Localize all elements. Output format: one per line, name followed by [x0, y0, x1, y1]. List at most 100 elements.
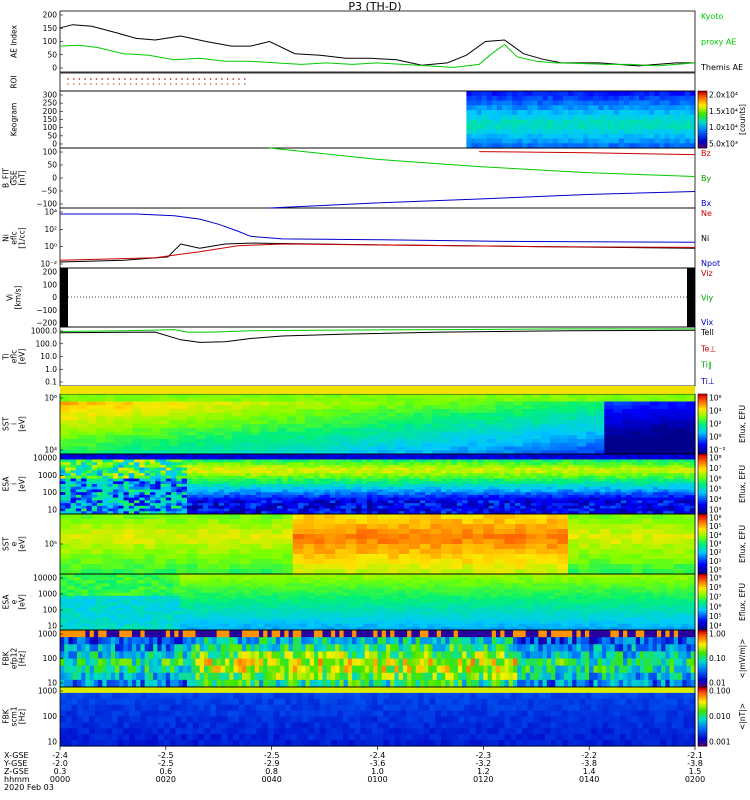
sst_i-cell	[613, 442, 624, 448]
esa_i-cell	[102, 456, 109, 461]
sst_i-cell	[622, 435, 633, 440]
esa_i-cell	[467, 467, 474, 471]
esa_i-cell	[414, 494, 421, 499]
esa_i-cell	[467, 494, 474, 499]
esa_i-cell	[266, 467, 273, 471]
esa_i-cell	[673, 456, 680, 461]
esa_e-cell	[222, 608, 230, 612]
esa_i-cell	[636, 459, 643, 463]
esa_i-cell	[610, 464, 617, 469]
esa_i-cell	[684, 481, 691, 485]
sst_e-cell	[102, 569, 114, 575]
sst_e-cell	[493, 514, 506, 520]
sst_i-cell	[304, 405, 315, 410]
esa_i-cell	[91, 503, 98, 507]
esa_i-cell	[134, 470, 140, 474]
sst_i-cell	[350, 442, 360, 448]
sst_e-cell	[483, 569, 495, 575]
esa_i-cell	[181, 508, 188, 512]
esa_i-cell	[679, 454, 686, 458]
esa_i-cell	[605, 473, 611, 477]
esa_i-cell	[610, 462, 617, 466]
esa_i-cell	[594, 505, 601, 510]
esa_i-cell	[329, 511, 336, 515]
esa_i-cell	[583, 470, 590, 474]
esa_i-cell	[552, 486, 559, 491]
esa_i-cell	[615, 508, 622, 512]
sst_e-cell	[356, 549, 368, 555]
sst_i-cell	[622, 450, 633, 455]
esa_i-cell	[451, 467, 458, 471]
esa_i-cell	[562, 500, 569, 504]
sst_e-cell	[197, 519, 209, 525]
sst_i-cell	[404, 439, 415, 444]
esa_i-cell	[668, 470, 675, 474]
esa_i-cell	[557, 505, 564, 510]
sst_i-cell	[613, 450, 624, 455]
esa_i-cell	[478, 467, 484, 471]
sst_e-cell	[282, 534, 294, 540]
esa_i-cell	[287, 462, 294, 466]
esa_i-cell	[181, 486, 188, 491]
esa_i-cell	[541, 481, 548, 485]
esa_i-cell	[594, 470, 601, 474]
sst_i-cell	[685, 405, 696, 410]
esa_i-cell	[118, 511, 125, 515]
sst_i-cell	[568, 412, 578, 418]
esa_i-cell	[366, 467, 373, 471]
esa_i-cell	[642, 503, 648, 507]
sst_i-cell	[531, 450, 542, 455]
esa_i-cell	[377, 500, 384, 504]
esa_i-cell	[303, 503, 310, 507]
esa_i-cell	[134, 492, 140, 496]
esa_i-cell	[573, 500, 580, 504]
esa_i-cell	[546, 503, 553, 507]
esa_e-cell	[222, 598, 230, 603]
esa_i-cell	[171, 484, 178, 488]
esa_i-cell	[314, 511, 320, 515]
esa_e-cell	[229, 592, 237, 597]
esa_i-cell	[329, 505, 336, 510]
esa_i-cell	[303, 481, 310, 485]
sst_i-cell	[477, 439, 487, 444]
esa_i-cell	[134, 462, 140, 466]
esa_i-cell	[610, 494, 617, 499]
esa_e-cell	[60, 623, 68, 628]
esa_i-cell	[435, 481, 442, 485]
sst_e-cell	[652, 564, 664, 570]
esa_i-cell	[197, 486, 204, 491]
esa_e-cell	[194, 605, 202, 609]
esa_i-cell	[515, 503, 521, 507]
sst_i-cell	[223, 442, 233, 448]
sst_e-cell	[568, 549, 580, 555]
esa_i-cell	[493, 475, 500, 480]
esa_i-cell	[324, 462, 331, 466]
esa_i-cell	[298, 492, 305, 496]
esa_i-cell	[605, 486, 611, 491]
sst_e-cell	[123, 519, 135, 525]
esa_i-cell	[673, 475, 680, 480]
esa_i-cell	[657, 456, 664, 461]
esa_i-cell	[462, 508, 469, 512]
esa_i-cell	[239, 456, 246, 461]
esa_i-cell	[308, 467, 315, 471]
esa_i-cell	[515, 464, 521, 469]
sst_e-cell	[631, 569, 643, 575]
esa_i-cell	[261, 508, 267, 512]
sst_e-cell	[525, 534, 537, 540]
sst_i-cell	[422, 450, 433, 455]
esa_i-cell	[266, 503, 273, 507]
esa_i-cell	[626, 494, 633, 499]
esa_i-cell	[139, 456, 146, 461]
sst_i-cell	[96, 446, 106, 451]
sst_e-cell	[578, 554, 590, 560]
esa_i-cell	[657, 497, 664, 501]
sst_i-cell	[531, 427, 542, 433]
esa_i-cell	[160, 475, 167, 480]
sst_e-cell	[504, 514, 516, 520]
esa_i-cell	[557, 500, 564, 504]
esa_e-cell	[208, 620, 216, 625]
sst_e-cell	[303, 539, 315, 545]
sst_i-cell	[159, 405, 170, 410]
esa_i-cell	[456, 508, 463, 512]
